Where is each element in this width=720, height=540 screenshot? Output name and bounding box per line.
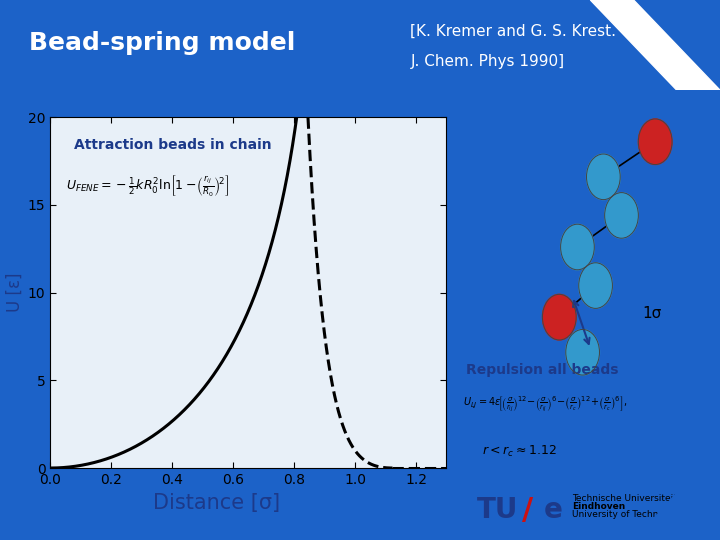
Text: Distance [σ]: Distance [σ]: [153, 493, 280, 513]
Text: $U_{FENE}=-\frac{1}{2}kR_0^2\ln\!\left[1-\!\left(\frac{r_{ij}}{R_0}\right)^{\!2}: $U_{FENE}=-\frac{1}{2}kR_0^2\ln\!\left[1…: [66, 173, 230, 198]
Circle shape: [579, 263, 613, 308]
Text: Eindhoven: Eindhoven: [572, 502, 626, 511]
Text: [K. Kremer and G. S. Krest.: [K. Kremer and G. S. Krest.: [410, 24, 616, 39]
Text: 1σ: 1σ: [642, 306, 662, 321]
Circle shape: [639, 119, 672, 165]
Text: J. Chem. Phys 1990]: J. Chem. Phys 1990]: [410, 54, 564, 69]
Circle shape: [561, 224, 594, 270]
Text: TU: TU: [477, 496, 518, 524]
Circle shape: [566, 329, 600, 375]
Text: University of Technology: University of Technology: [572, 510, 683, 519]
Text: Repulsion all beads: Repulsion all beads: [466, 363, 618, 377]
Circle shape: [542, 294, 576, 340]
Text: Attraction beads in chain: Attraction beads in chain: [74, 138, 271, 152]
Text: Bead-spring model: Bead-spring model: [29, 31, 295, 55]
Text: /: /: [522, 496, 533, 525]
Y-axis label: U [ε]: U [ε]: [6, 273, 24, 312]
Circle shape: [605, 193, 639, 238]
Text: $U_{LJ}=4\varepsilon\!\left[\left(\frac{\sigma}{r_{ij}}\right)^{12}\!-\!\left(\f: $U_{LJ}=4\varepsilon\!\left[\left(\frac{…: [464, 394, 628, 414]
Polygon shape: [590, 0, 720, 90]
Text: Technische Universiteit: Technische Universiteit: [572, 494, 678, 503]
Circle shape: [587, 154, 620, 200]
Text: e: e: [544, 496, 562, 524]
Text: $r<r_c\approx 1.12$: $r<r_c\approx 1.12$: [482, 443, 556, 458]
